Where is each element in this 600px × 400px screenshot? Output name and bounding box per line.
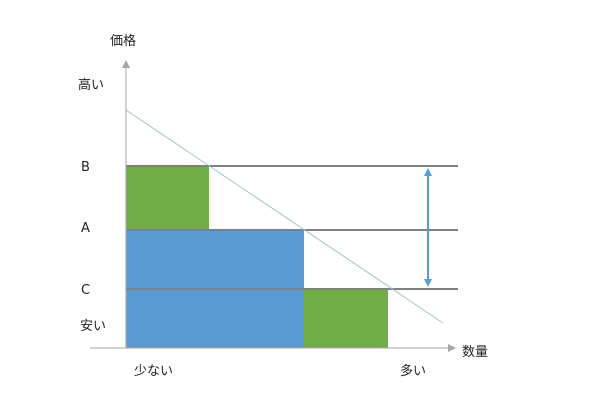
y-axis-title: 価格	[110, 33, 136, 49]
x-high-label: 多い	[400, 363, 426, 379]
y-high-label: 高い	[78, 77, 104, 93]
demand-line	[125, 109, 444, 324]
green-rect-top	[126, 166, 209, 230]
x-axis-title: 数量	[462, 345, 488, 360]
green-rect-bottom	[304, 289, 388, 348]
price-label-a: A	[81, 221, 90, 236]
x-low-label: 少ない	[134, 364, 173, 379]
price-label-b: B	[81, 160, 90, 175]
y-low-label: 安い	[80, 319, 106, 334]
price-label-c: C	[81, 283, 90, 298]
